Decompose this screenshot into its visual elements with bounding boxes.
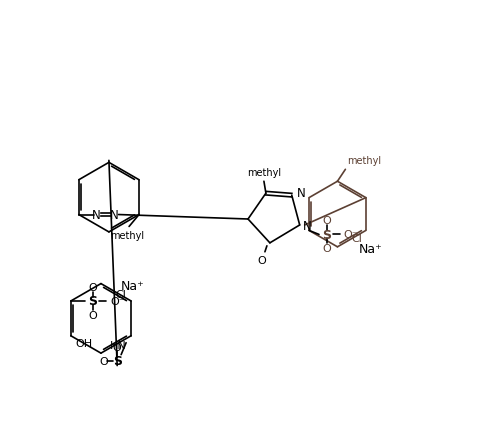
Text: O⁻: O⁻ [344,230,359,240]
Text: Cl: Cl [351,234,362,244]
Text: S: S [322,228,331,241]
Text: Cl: Cl [115,290,126,299]
Text: Na⁺: Na⁺ [121,279,144,292]
Text: S: S [113,354,122,367]
Text: methyl: methyl [348,156,381,166]
Text: O: O [89,310,97,320]
Text: O: O [258,255,266,265]
Text: O: O [322,216,331,226]
Text: O: O [89,283,97,293]
Text: O: O [322,244,331,254]
Text: methyl: methyl [247,168,281,178]
Text: Na⁺: Na⁺ [359,242,382,255]
Text: N: N [303,220,311,233]
Text: O: O [99,356,108,366]
Text: N: N [297,186,305,199]
Text: N: N [110,208,119,222]
Text: HN: HN [110,340,127,350]
Text: O: O [113,342,122,352]
Text: methyl: methyl [110,231,144,241]
Text: S: S [88,295,97,308]
Text: OH: OH [76,338,93,348]
Text: O⁻: O⁻ [111,296,125,306]
Text: N: N [92,208,101,222]
